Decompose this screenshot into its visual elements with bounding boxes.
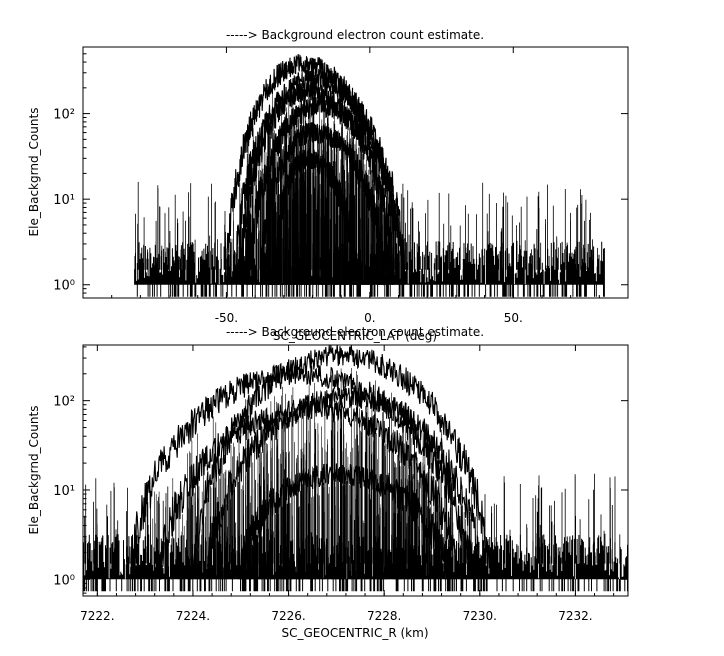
series-line — [248, 96, 405, 281]
plot-frame — [82, 344, 629, 597]
y-tick-label: 10² — [53, 395, 75, 410]
x-tick-label: 50. — [504, 311, 523, 325]
x-tick-label: 7224. — [176, 609, 210, 623]
y-tick-label: 10¹ — [53, 484, 75, 499]
y-axis-label: Ele_Backgrnd_Counts — [27, 406, 41, 535]
series-spikes — [275, 168, 356, 285]
x-tick-label: 0. — [364, 311, 375, 325]
x-tick-label: 7230. — [463, 609, 497, 623]
plot-area — [83, 345, 628, 592]
y-tick-label: 10¹ — [53, 193, 75, 208]
series-spikes — [241, 481, 442, 580]
x-tick-label: 7226. — [271, 609, 305, 623]
x-tick-label: -50. — [215, 311, 238, 325]
chart-title: -----> Background electron count estimat… — [226, 28, 484, 42]
x-axis-label: SC_GEOCENTRIC_LAT (deg) — [273, 329, 437, 343]
series-line — [130, 362, 471, 580]
y-tick-label: 10⁰ — [53, 279, 75, 294]
axes: 7222. 7224. 7226. 7228. 7230. 7232. 10⁰ 10¹ 10² — [53, 345, 628, 623]
series-line — [274, 147, 357, 285]
x-axis-label: SC_GEOCENTRIC_R (km) — [282, 626, 429, 640]
plot-frame — [82, 46, 629, 299]
x-tick-label: 7222. — [80, 609, 114, 623]
chart-panel-radius: -----> Background electron count estimat… — [27, 325, 629, 640]
series-line — [234, 68, 405, 285]
series-line — [159, 398, 457, 580]
series-line — [206, 386, 481, 576]
series-line — [240, 463, 447, 580]
x-tick-label: 7232. — [558, 609, 592, 623]
chart-title: -----> Background electron count estimat… — [226, 325, 484, 339]
x-tick-label: 7228. — [367, 609, 401, 623]
axes: -50. 0. 50. 10⁰ 10¹ 10² — [53, 46, 629, 325]
chart-panel-latitude: -----> Background electron count estimat… — [27, 28, 629, 343]
y-tick-label: 10² — [53, 108, 75, 123]
y-axis-label: Ele_Backgrnd_Counts — [27, 108, 41, 237]
y-tick-label: 10⁰ — [53, 573, 75, 588]
plot-area — [134, 54, 605, 297]
series-line — [192, 345, 490, 580]
series-line — [260, 121, 385, 286]
